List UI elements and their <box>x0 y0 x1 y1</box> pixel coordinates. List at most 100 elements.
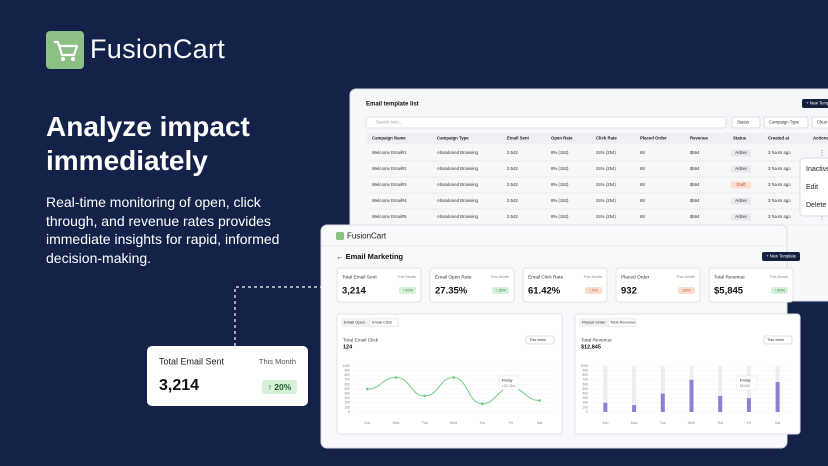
cell: Welcome Email#5 <box>372 214 407 219</box>
bar-track <box>718 366 723 412</box>
cell: $564 <box>690 214 700 219</box>
tooltip-day: Friday <box>502 379 513 383</box>
y-tick-label: 200 <box>344 401 350 405</box>
tab: Email Click <box>372 320 392 325</box>
cell: 8% (152) <box>551 214 569 219</box>
cell: 24% (254) <box>596 150 616 155</box>
bar <box>603 402 608 412</box>
mini-logo <box>336 232 344 240</box>
cell: 2,542 <box>507 150 518 155</box>
tab: Placed Order <box>582 320 606 325</box>
cell: 68 <box>640 166 645 171</box>
cell: 24% (254) <box>596 166 616 171</box>
y-tick-label: 500 <box>582 387 588 391</box>
range-select[interactable] <box>525 335 555 345</box>
x-tick-label: Sat <box>775 421 780 425</box>
status-pill <box>731 213 751 221</box>
bar <box>660 393 665 412</box>
bar <box>689 379 694 412</box>
status: Active <box>735 198 747 203</box>
new-template-button[interactable] <box>762 252 800 261</box>
filter-label: Campaign Type <box>769 120 800 125</box>
column-header: Created at <box>768 136 790 141</box>
button-label: + New Template <box>806 101 828 106</box>
cell: 68 <box>640 150 645 155</box>
connector <box>234 286 321 346</box>
new-template-button[interactable] <box>802 99 828 108</box>
cell: $564 <box>690 166 700 171</box>
search-placeholder: Search icon... <box>376 120 402 125</box>
change-pill <box>399 287 416 294</box>
search-box[interactable] <box>365 116 727 129</box>
stat-value: 932 <box>621 286 637 297</box>
range-select[interactable] <box>763 335 793 345</box>
y-tick-label: 800 <box>582 373 588 377</box>
status-pill <box>731 197 751 205</box>
cell: 3 hours ago <box>768 198 791 203</box>
column-header: Click Rate <box>596 136 617 141</box>
table-header <box>366 133 828 144</box>
stat-change: ↑ 20% <box>774 288 786 293</box>
status: Active <box>735 214 747 219</box>
x-tick-label: Fri <box>509 421 513 425</box>
y-tick-label: 600 <box>344 382 350 386</box>
filter-button[interactable] <box>811 116 828 129</box>
y-tick-label: 0 <box>586 410 588 414</box>
highlight-card <box>147 346 308 406</box>
chart-title: Total Email Click <box>343 337 379 343</box>
filter-label: Clear <box>817 120 828 125</box>
active-tab[interactable] <box>607 318 637 327</box>
brand: FusionCart <box>90 34 226 64</box>
highlight-pill <box>262 380 297 394</box>
status: Draft <box>736 182 746 187</box>
stat-value: 27.35% <box>435 286 468 297</box>
stat-label: Placed Order <box>621 274 650 280</box>
y-tick-label: 700 <box>344 378 350 382</box>
bar-track <box>660 366 665 412</box>
cell: 8% (152) <box>551 166 569 171</box>
cell: Abandoned Browsing <box>437 166 478 171</box>
cell: 3 hours ago <box>768 214 791 219</box>
change-pill <box>771 287 788 294</box>
stat-label: Email Click Rate <box>528 274 564 280</box>
highlight-label: Total Email Sent <box>159 356 225 366</box>
filter-button[interactable] <box>763 116 809 129</box>
point <box>538 399 542 402</box>
change-pill <box>492 287 509 294</box>
column-header: Placed Order <box>640 136 667 141</box>
status-pill <box>731 165 751 173</box>
column-header: Status <box>733 136 747 141</box>
y-tick-label: 100 <box>344 405 350 409</box>
x-tick-label: Mon <box>393 421 400 425</box>
column-header: Email Sent <box>507 136 530 141</box>
chart-card <box>574 313 801 435</box>
bar <box>775 382 780 412</box>
x-tick-label: Sun <box>364 421 370 425</box>
tooltip <box>498 375 520 391</box>
cell: 2,542 <box>507 166 518 171</box>
y-tick-label: 300 <box>582 396 588 400</box>
cell: $564 <box>690 150 700 155</box>
stat-label: Total Email Sent <box>342 274 377 280</box>
y-tick-label: 1000 <box>581 364 589 368</box>
chart-total: $12,845 <box>581 344 601 350</box>
change-pill <box>678 287 695 294</box>
dashboard-title: ← Email Marketing <box>336 252 404 261</box>
cell: 3 hours ago <box>768 150 791 155</box>
column-header: Campaign Type <box>437 136 469 141</box>
cell: 2,542 <box>507 182 518 187</box>
y-tick-label: 700 <box>582 378 588 382</box>
status: Active <box>735 150 747 155</box>
cell: $564 <box>690 182 700 187</box>
cell: Abandoned Browsing <box>437 214 478 219</box>
hero: FusionCart Analyze impact immediately Re… <box>0 0 320 466</box>
logo <box>46 31 84 69</box>
tooltip <box>736 375 758 391</box>
cell: Abandoned Browsing <box>437 182 478 187</box>
chart-total: 124 <box>343 344 353 350</box>
active-tab[interactable] <box>369 318 399 327</box>
filter-button[interactable] <box>731 116 761 129</box>
stat-change: ↑ 20% <box>402 288 414 293</box>
cell: 68 <box>640 198 645 203</box>
